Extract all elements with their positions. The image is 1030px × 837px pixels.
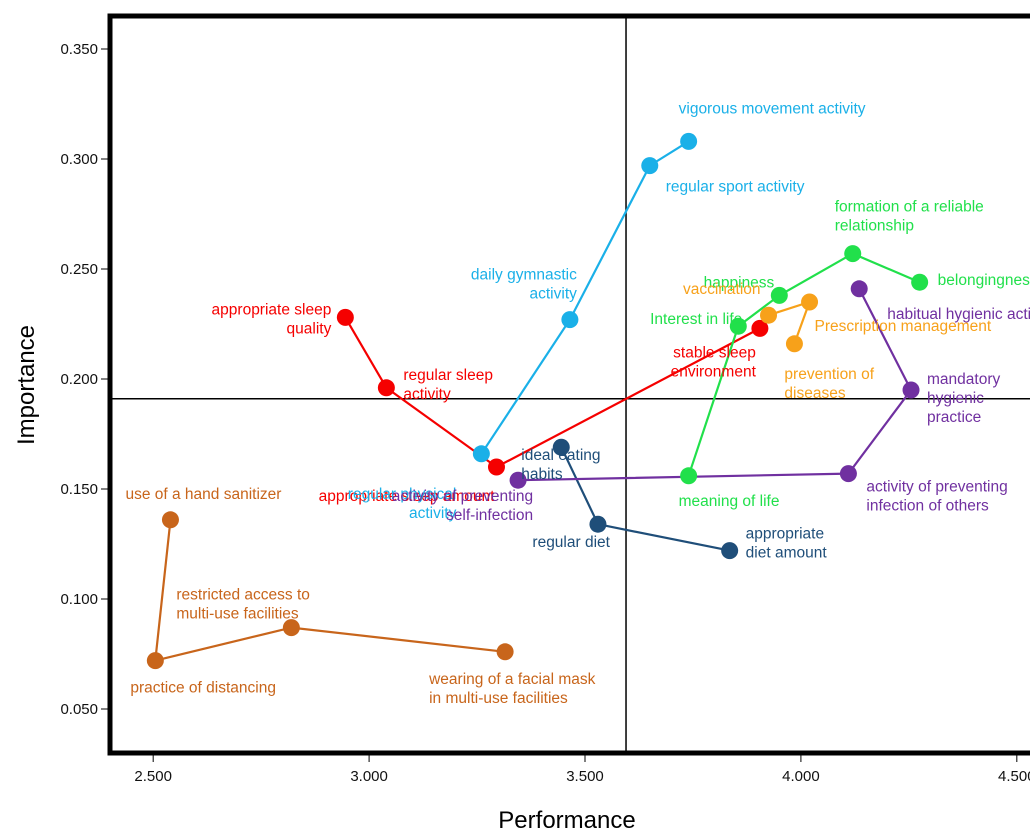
point-label: habitual hygienic activity xyxy=(887,306,1030,323)
data-point xyxy=(496,643,514,661)
data-point xyxy=(552,438,570,456)
plot-border xyxy=(107,13,1030,756)
point-label: activity of preventing infection of other… xyxy=(866,479,1007,515)
data-point xyxy=(680,132,698,150)
point-label: vigorous movement activity xyxy=(679,100,866,117)
axis-ticks: 2.500 3.000 3.500 4.000 4.500 0.050 0.100 0.150… xyxy=(60,41,1030,785)
data-point xyxy=(729,317,747,335)
point-label: Prescription management xyxy=(815,318,992,335)
data-point xyxy=(785,335,803,353)
data-point xyxy=(680,467,698,485)
x-tick-label: 2.500 xyxy=(134,768,172,785)
point-label: happiness xyxy=(704,274,775,291)
data-point xyxy=(487,458,505,476)
y-tick-label: 0.200 xyxy=(60,371,98,388)
data-point xyxy=(472,445,490,463)
plot-frame xyxy=(107,13,1030,756)
data-point xyxy=(589,515,607,533)
x-tick-label: 3.000 xyxy=(350,768,388,785)
point-label: Interest in life xyxy=(650,311,742,328)
y-tick-label: 0.250 xyxy=(60,261,98,278)
data-point xyxy=(282,619,300,637)
point-label: activity of preventing self-infection xyxy=(392,488,533,524)
point-label: wearing of a facial mask in multi-use fac… xyxy=(428,671,596,707)
point-label: restricted access to multi-use facilities xyxy=(176,587,310,623)
point-label: appropriate sleep amount xyxy=(319,488,495,505)
point-label: regular sport activity xyxy=(666,179,805,196)
point-label: appropriate sleep quality xyxy=(212,301,332,337)
data-point xyxy=(760,306,778,324)
point-label: appropriate diet amount xyxy=(746,526,828,562)
point-label: regular physical activity xyxy=(348,486,457,522)
data-point xyxy=(801,293,819,311)
point-label: daily gymnastic activity xyxy=(471,267,577,303)
y-axis-title: Importance xyxy=(13,325,40,445)
point-label: ideal eating habits xyxy=(521,447,600,483)
y-tick-label: 0.150 xyxy=(60,481,98,498)
point-label: formation of a reliable relationship xyxy=(835,199,984,235)
data-point xyxy=(721,542,739,560)
data-point xyxy=(844,245,862,263)
data-point xyxy=(839,465,857,483)
x-axis-title: Performance xyxy=(498,807,635,834)
data-point xyxy=(902,381,920,399)
x-tick-label: 4.500 xyxy=(998,768,1030,785)
reference-lines xyxy=(110,16,1030,753)
series-line-0 xyxy=(344,316,761,469)
data-point xyxy=(377,379,395,397)
data-point xyxy=(161,511,179,529)
data-point xyxy=(911,273,929,291)
data-point xyxy=(641,157,659,175)
y-tick-label: 0.300 xyxy=(60,151,98,168)
point-label: meaning of life xyxy=(679,493,780,510)
point-label: mandatory hygienic practice xyxy=(927,371,1000,426)
point-label: prevention of diseases xyxy=(784,366,874,402)
point-label: regular diet xyxy=(532,534,610,551)
data-point xyxy=(509,471,527,489)
data-point xyxy=(146,652,164,670)
data-point xyxy=(770,286,788,304)
data-point xyxy=(561,311,579,329)
data-point xyxy=(336,308,354,326)
data-points xyxy=(146,132,929,670)
point-label: vaccination xyxy=(683,281,761,298)
point-label: regular sleep activity xyxy=(403,367,493,403)
y-tick-label: 0.050 xyxy=(60,701,98,718)
series-line-1 xyxy=(480,140,690,455)
y-tick-label: 0.100 xyxy=(60,591,98,608)
point-label: practice of distancing xyxy=(130,680,276,697)
x-tick-label: 3.500 xyxy=(566,768,604,785)
x-tick-label: 4.000 xyxy=(782,768,820,785)
series-line-6 xyxy=(154,519,506,663)
data-point xyxy=(751,319,769,337)
y-tick-label: 0.350 xyxy=(60,41,98,58)
point-label: use of a hand sanitizer xyxy=(125,486,281,503)
data-point xyxy=(850,280,868,298)
point-label: stable sleep environment xyxy=(671,344,757,380)
point-labels: appropriate sleep quality regular sleep act… xyxy=(125,100,1030,706)
point-label: belongingness xyxy=(938,272,1030,289)
